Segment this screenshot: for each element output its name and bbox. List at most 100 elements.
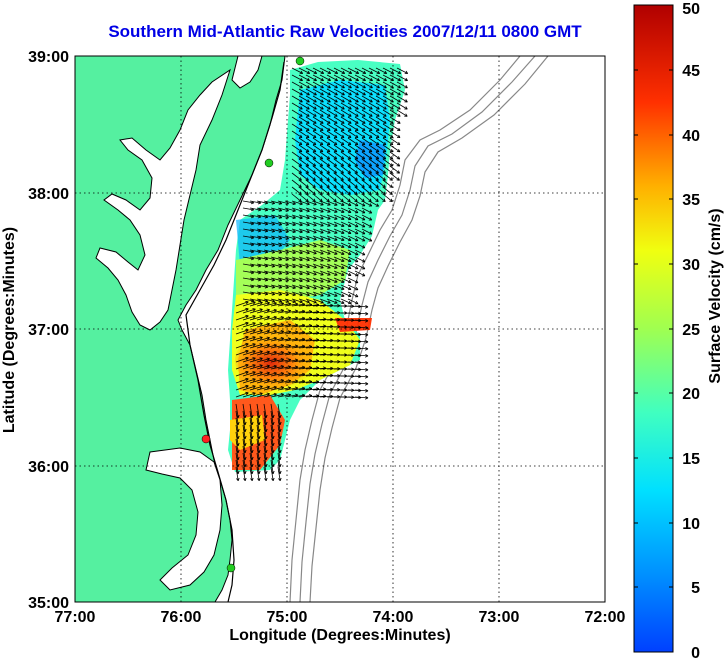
velocity-vector bbox=[326, 88, 338, 96]
velocity-vector-head bbox=[349, 120, 352, 124]
velocity-vector bbox=[319, 291, 331, 297]
velocity-vector bbox=[326, 277, 338, 283]
velocity-vector-head bbox=[349, 156, 352, 160]
velocity-vector-head bbox=[278, 203, 282, 205]
velocity-vector-head bbox=[301, 316, 306, 319]
velocity-vector bbox=[326, 291, 338, 297]
velocity-vector-head bbox=[292, 224, 296, 227]
velocity-vector-head bbox=[391, 156, 394, 160]
velocity-vector-head bbox=[314, 149, 317, 152]
velocity-vector bbox=[319, 305, 334, 307]
velocity-vector bbox=[291, 102, 303, 110]
velocity-vector bbox=[270, 263, 282, 268]
velocity-vector-head bbox=[294, 365, 298, 368]
velocity-vector bbox=[277, 277, 289, 282]
velocity-vector-head bbox=[252, 378, 256, 380]
velocity-vector bbox=[347, 186, 358, 195]
velocity-vector-head bbox=[307, 208, 310, 212]
velocity-vector bbox=[277, 331, 291, 335]
velocity-vector-head bbox=[308, 324, 313, 326]
station-marker[interactable] bbox=[295, 56, 305, 66]
station-marker[interactable] bbox=[264, 158, 274, 168]
velocity-vector bbox=[312, 277, 324, 283]
velocity-vector bbox=[263, 424, 267, 439]
velocity-vector-head bbox=[349, 134, 352, 138]
velocity-vector bbox=[326, 298, 338, 304]
velocity-vector bbox=[242, 329, 256, 335]
velocity-vector-head bbox=[369, 238, 373, 242]
velocity-vector-head bbox=[328, 149, 331, 152]
velocity-vector-head bbox=[245, 307, 249, 310]
velocity-vector bbox=[242, 277, 254, 281]
velocity-vector-head bbox=[301, 309, 306, 312]
velocity-vector-head bbox=[341, 209, 345, 213]
velocity-vector-head bbox=[274, 309, 277, 313]
velocity-vector bbox=[354, 165, 365, 174]
velocity-vector bbox=[333, 179, 344, 188]
velocity-vector-head bbox=[321, 156, 324, 160]
velocity-vector bbox=[284, 228, 296, 233]
velocity-vector bbox=[319, 116, 331, 124]
velocity-vector-head bbox=[365, 374, 369, 378]
velocity-vector-head bbox=[330, 310, 334, 313]
velocity-vector bbox=[319, 389, 334, 391]
velocity-vector bbox=[305, 74, 317, 81]
velocity-vector bbox=[382, 102, 394, 110]
velocity-vector-head bbox=[306, 204, 310, 206]
velocity-vector bbox=[333, 256, 345, 262]
velocity-vector-head bbox=[314, 141, 317, 145]
velocity-vector-head bbox=[363, 141, 366, 145]
velocity-vector bbox=[263, 438, 267, 453]
velocity-vector-head bbox=[355, 265, 359, 269]
velocity-vector bbox=[256, 249, 268, 253]
velocity-vector bbox=[270, 365, 284, 370]
velocity-vector-head bbox=[245, 321, 249, 324]
velocity-vector bbox=[249, 256, 261, 260]
velocity-vector bbox=[347, 102, 359, 110]
station-marker[interactable] bbox=[201, 434, 211, 444]
velocity-vector bbox=[305, 81, 317, 89]
velocity-vector-head bbox=[314, 265, 317, 268]
velocity-vector bbox=[249, 344, 263, 349]
velocity-vector bbox=[312, 374, 327, 377]
velocity-vector bbox=[242, 392, 256, 398]
velocity-vector bbox=[298, 102, 310, 110]
velocity-vector bbox=[249, 417, 253, 432]
velocity-vector bbox=[242, 308, 256, 314]
velocity-vector-head bbox=[365, 334, 369, 337]
velocity-vector-head bbox=[281, 309, 284, 313]
velocity-vector bbox=[256, 228, 268, 232]
velocity-vector-head bbox=[341, 184, 344, 188]
velocity-vector-head bbox=[365, 381, 369, 385]
velocity-vector-head bbox=[348, 237, 352, 241]
velocity-vector-head bbox=[292, 217, 296, 220]
velocity-vector-head bbox=[328, 223, 331, 227]
velocity-vector-head bbox=[320, 198, 323, 202]
velocity-vector bbox=[284, 345, 298, 349]
velocity-vector-head bbox=[301, 358, 306, 361]
velocity-vector-head bbox=[287, 379, 291, 381]
velocity-vector-head bbox=[257, 279, 261, 282]
velocity-vector-head bbox=[237, 428, 240, 432]
velocity-vector bbox=[340, 116, 352, 124]
velocity-vector bbox=[263, 228, 275, 232]
velocity-vector bbox=[298, 367, 312, 370]
velocity-vector-head bbox=[335, 170, 337, 174]
velocity-vector bbox=[256, 431, 260, 446]
station-marker[interactable] bbox=[226, 563, 236, 573]
velocity-vector bbox=[249, 316, 263, 321]
velocity-vector-head bbox=[323, 303, 327, 306]
velocity-vector-head bbox=[273, 357, 277, 360]
velocity-vector bbox=[347, 81, 359, 89]
velocity-vector-head bbox=[365, 397, 369, 400]
velocity-vector bbox=[319, 193, 330, 202]
velocity-vector-head bbox=[369, 217, 373, 221]
velocity-vector bbox=[291, 324, 305, 328]
velocity-vector-head bbox=[274, 323, 277, 327]
velocity-vector-head bbox=[335, 113, 338, 117]
velocity-vector-head bbox=[260, 323, 263, 326]
velocity-vector bbox=[298, 193, 309, 202]
velocity-vector-head bbox=[358, 383, 362, 386]
velocity-vector-head bbox=[323, 345, 327, 348]
velocity-vector-head bbox=[321, 163, 324, 167]
